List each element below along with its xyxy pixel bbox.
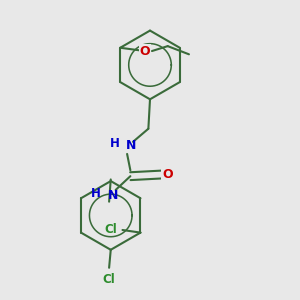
- Text: Cl: Cl: [105, 224, 117, 236]
- Text: N: N: [126, 139, 136, 152]
- Text: O: O: [140, 44, 150, 58]
- Text: N: N: [108, 189, 118, 202]
- Text: H: H: [110, 137, 120, 150]
- Text: Cl: Cl: [103, 273, 116, 286]
- Text: O: O: [162, 168, 173, 181]
- Text: H: H: [91, 187, 101, 200]
